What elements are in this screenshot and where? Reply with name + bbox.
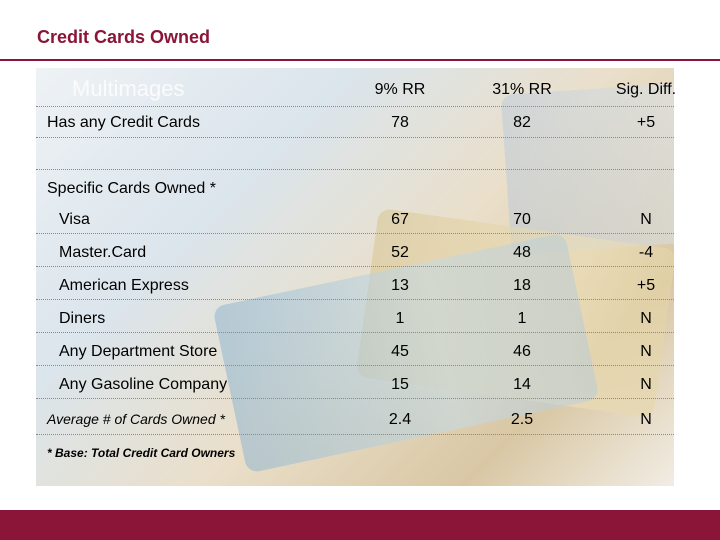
- value-9rr: 13: [391, 277, 409, 294]
- value-9rr: 45: [391, 343, 409, 360]
- row-label: Visa: [59, 211, 90, 228]
- table-row: Diners 1 1 N: [36, 299, 674, 333]
- row-label: Diners: [59, 310, 106, 327]
- spacer-row: [36, 137, 674, 170]
- value-sig-diff: N: [640, 411, 652, 428]
- value-sig-diff: +5: [636, 277, 656, 294]
- value-sig-diff: N: [640, 376, 652, 393]
- title-rule: [0, 59, 720, 61]
- value-31rr: 1: [517, 310, 527, 327]
- value-31rr: 14: [513, 376, 531, 393]
- value-sig-diff: N: [640, 211, 652, 228]
- footnote: * Base: Total Credit Card Owners: [47, 446, 236, 460]
- value-31rr: 48: [513, 244, 531, 261]
- row-label: Any Department Store: [59, 343, 218, 360]
- table-row: Visa 67 70 N: [36, 200, 674, 234]
- value-sig-diff: +5: [636, 114, 656, 131]
- row-label: Average # of Cards Owned *: [47, 411, 225, 427]
- header-sig-diff: Sig. Diff.: [615, 81, 677, 98]
- value-31rr: 70: [513, 211, 531, 228]
- value-9rr: 2.4: [388, 411, 412, 428]
- header-row: 9% RR 31% RR Sig. Diff.: [36, 70, 677, 107]
- table-row: Master.Card 52 48 -4: [36, 233, 674, 267]
- value-9rr: 52: [391, 244, 409, 261]
- row-label: Master.Card: [59, 244, 147, 261]
- value-sig-diff: N: [640, 343, 652, 360]
- table-row: Has any Credit Cards 78 82 +5: [36, 106, 674, 138]
- value-31rr: 82: [513, 114, 531, 131]
- row-label: American Express: [59, 277, 189, 294]
- value-31rr: 2.5: [510, 411, 534, 428]
- average-row: Average # of Cards Owned * 2.4 2.5 N: [36, 398, 674, 435]
- value-sig-diff: -4: [638, 244, 654, 261]
- value-31rr: 18: [513, 277, 531, 294]
- row-label: Has any Credit Cards: [47, 114, 200, 131]
- row-label: Any Gasoline Company: [59, 376, 228, 393]
- value-9rr: 1: [395, 310, 405, 327]
- table-row: Any Department Store 45 46 N: [36, 332, 674, 366]
- header-9rr: 9% RR: [374, 81, 426, 98]
- footer-bar: [0, 510, 720, 540]
- value-9rr: 15: [391, 376, 409, 393]
- value-9rr: 67: [391, 211, 409, 228]
- table-row: American Express 13 18 +5: [36, 266, 674, 300]
- header-31rr: 31% RR: [492, 81, 552, 98]
- value-31rr: 46: [513, 343, 531, 360]
- table-row: Any Gasoline Company 15 14 N: [36, 365, 674, 399]
- value-9rr: 78: [391, 114, 409, 131]
- value-sig-diff: N: [640, 310, 652, 327]
- section-label: Specific Cards Owned *: [47, 180, 216, 197]
- slide-title: Credit Cards Owned: [37, 27, 211, 47]
- watermark: Multimages: [72, 76, 185, 101]
